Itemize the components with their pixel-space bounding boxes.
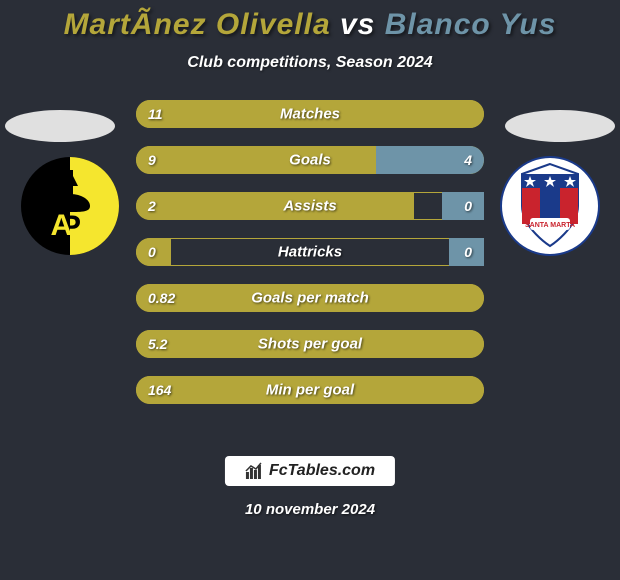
- stat-value-left: 0.82: [148, 290, 175, 306]
- svg-text:SANTA MARTA: SANTA MARTA: [525, 222, 575, 229]
- stat-rows: 11 Matches 9 4 Goals 2 0 Assists 0 0 Hattricks 0.82…: [136, 100, 484, 422]
- date: 10 november 2024: [245, 501, 375, 518]
- stat-label: Assists: [283, 198, 336, 215]
- player2-name: Blanco Yus: [385, 8, 557, 41]
- chart-icon: [245, 462, 263, 480]
- comparison-title: MartÃ­nez Olivella vs Blanco Yus: [0, 0, 620, 42]
- stat-value-left: 164: [148, 382, 171, 398]
- stat-label: Hattricks: [278, 244, 342, 261]
- stat-row: 9 4 Goals: [136, 146, 484, 174]
- stat-value-right: 4: [464, 152, 472, 168]
- stat-value-left: 0: [148, 244, 156, 260]
- stat-label: Goals per match: [251, 290, 369, 307]
- stat-row: 2 0 Assists: [136, 192, 484, 220]
- team2-badge: SANTA MARTA: [500, 156, 600, 256]
- stat-label: Matches: [280, 106, 340, 123]
- stage: P A SANTA MARTA 11 Matches 9 4 Goals 2 0 Assist…: [0, 90, 620, 530]
- stat-value-right: 0: [464, 244, 472, 260]
- stat-fill-right: [442, 192, 484, 220]
- player1-photo-placeholder: [5, 110, 115, 142]
- vs-text: vs: [340, 8, 375, 41]
- stat-value-left: 2: [148, 198, 156, 214]
- svg-text:A: A: [51, 209, 73, 242]
- stat-row: 164 Min per goal: [136, 376, 484, 404]
- team1-badge: P A: [20, 156, 120, 256]
- player2-photo-placeholder: [505, 110, 615, 142]
- stat-label: Min per goal: [266, 382, 354, 399]
- stat-row: 5.2 Shots per goal: [136, 330, 484, 358]
- stat-fill-left: [136, 192, 414, 220]
- stat-value-left: 9: [148, 152, 156, 168]
- attribution: FcTables.com: [225, 456, 395, 486]
- stat-label: Shots per goal: [258, 336, 362, 353]
- subtitle: Club competitions, Season 2024: [0, 54, 620, 72]
- attribution-text: FcTables.com: [269, 462, 375, 480]
- stat-row: 0 0 Hattricks: [136, 238, 484, 266]
- stat-value-left: 5.2: [148, 336, 167, 352]
- stat-value-left: 11: [148, 106, 163, 122]
- stat-fill-left: [136, 146, 376, 174]
- stat-value-right: 0: [464, 198, 472, 214]
- stat-row: 11 Matches: [136, 100, 484, 128]
- stat-label: Goals: [289, 152, 331, 169]
- stat-row: 0.82 Goals per match: [136, 284, 484, 312]
- player1-name: MartÃ­nez Olivella: [64, 8, 331, 41]
